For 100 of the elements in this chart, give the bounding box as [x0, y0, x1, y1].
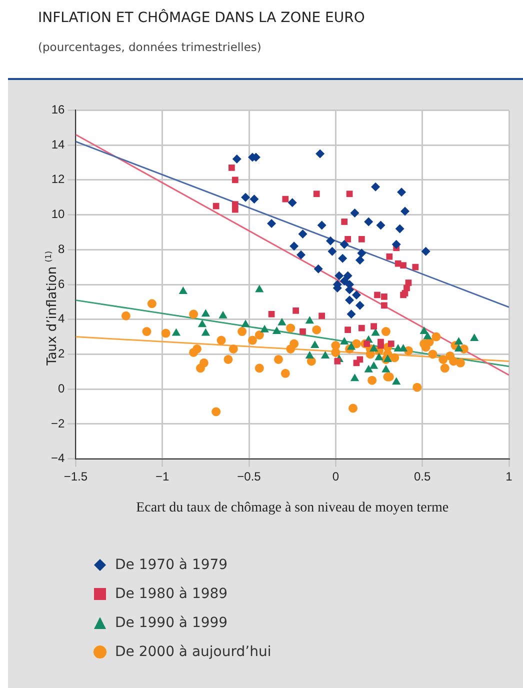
y-tick-label: −4: [50, 451, 65, 466]
point: [248, 336, 257, 345]
x-tick-label: 0.5: [414, 469, 431, 484]
point: [316, 149, 325, 158]
point: [355, 256, 364, 265]
point: [241, 192, 250, 202]
point: [326, 236, 335, 246]
point: [212, 407, 221, 416]
legend-label: De 1980 à 1989: [115, 586, 228, 602]
x-axis-title: Ecart du taux de chômage à son niveau de moyen terme: [136, 500, 449, 516]
y-tick-label: 4: [58, 312, 65, 326]
point: [254, 364, 264, 373]
point: [218, 310, 228, 318]
point: [350, 374, 360, 382]
point: [292, 307, 299, 314]
point: [348, 404, 358, 413]
legend-label: De 1990 à 1999: [115, 614, 228, 630]
y-tick-label: 12: [51, 172, 65, 186]
point: [412, 264, 419, 270]
point: [232, 176, 238, 184]
point: [260, 324, 269, 332]
point: [344, 326, 351, 333]
point: [282, 196, 289, 202]
point: [238, 327, 247, 336]
point: [374, 352, 384, 360]
point: [318, 312, 325, 320]
point: [395, 224, 404, 234]
point: [290, 339, 299, 348]
x-tick-label: −0.5: [237, 469, 262, 484]
point: [355, 300, 364, 310]
point: [305, 350, 314, 358]
point: [334, 358, 341, 364]
point: [241, 320, 250, 328]
point: [357, 248, 366, 258]
point: [340, 240, 349, 249]
point: [305, 316, 314, 324]
point: [346, 190, 353, 198]
point: [378, 342, 384, 349]
legend-label: De 2000 à aujourd’hui: [115, 644, 272, 660]
point: [392, 377, 401, 385]
point: [192, 344, 202, 354]
point: [381, 327, 390, 336]
point: [423, 332, 432, 340]
point: [470, 334, 479, 342]
point: [358, 236, 365, 242]
y-tick-label: 14: [51, 137, 65, 152]
point: [272, 326, 282, 334]
point: [216, 336, 226, 345]
point: [288, 198, 297, 208]
point: [364, 217, 374, 226]
point: [369, 344, 378, 352]
point: [364, 364, 373, 372]
point: [161, 328, 170, 338]
chart-title: INFLATION ET CHÔMAGE DANS LA ZONE EURO: [38, 10, 365, 26]
y-tick-label: 0: [58, 381, 65, 396]
point: [382, 364, 390, 372]
point: [212, 202, 220, 210]
point: [392, 240, 401, 249]
point: [310, 340, 320, 348]
point: [369, 361, 378, 369]
point: [352, 339, 361, 348]
point: [232, 206, 238, 213]
point: [313, 190, 320, 198]
point: [376, 220, 386, 230]
point: [344, 236, 351, 242]
point: [267, 218, 276, 228]
point: [278, 318, 286, 326]
point: [456, 358, 465, 368]
point: [228, 344, 238, 354]
y-tick-label: 10: [51, 207, 65, 222]
point: [312, 325, 322, 334]
point: [381, 302, 388, 309]
point: [334, 271, 344, 280]
point: [196, 364, 205, 373]
point: [338, 254, 348, 263]
point: [254, 330, 264, 340]
point: [352, 290, 361, 300]
point: [420, 326, 428, 334]
y-tick-label: −2: [50, 416, 65, 430]
y-tick-label: 8: [58, 242, 65, 256]
x-tick-label: 1: [506, 469, 513, 484]
point: [147, 299, 156, 308]
point: [345, 296, 354, 305]
point: [255, 284, 264, 292]
point: [268, 310, 275, 318]
point: [386, 253, 393, 260]
point: [438, 354, 448, 364]
chart-subtitle: (pourcentages, données trimestrielles): [38, 40, 262, 54]
x-tick-label: −1: [156, 469, 170, 484]
point: [320, 350, 330, 358]
point: [421, 246, 430, 256]
point: [343, 271, 352, 280]
point: [290, 242, 299, 251]
point: [317, 220, 326, 230]
point: [201, 328, 210, 336]
y-tick-label: 2: [58, 346, 65, 361]
point: [350, 208, 360, 218]
point: [346, 342, 356, 350]
x-tick-label: 0: [332, 469, 340, 484]
point: [428, 350, 438, 359]
